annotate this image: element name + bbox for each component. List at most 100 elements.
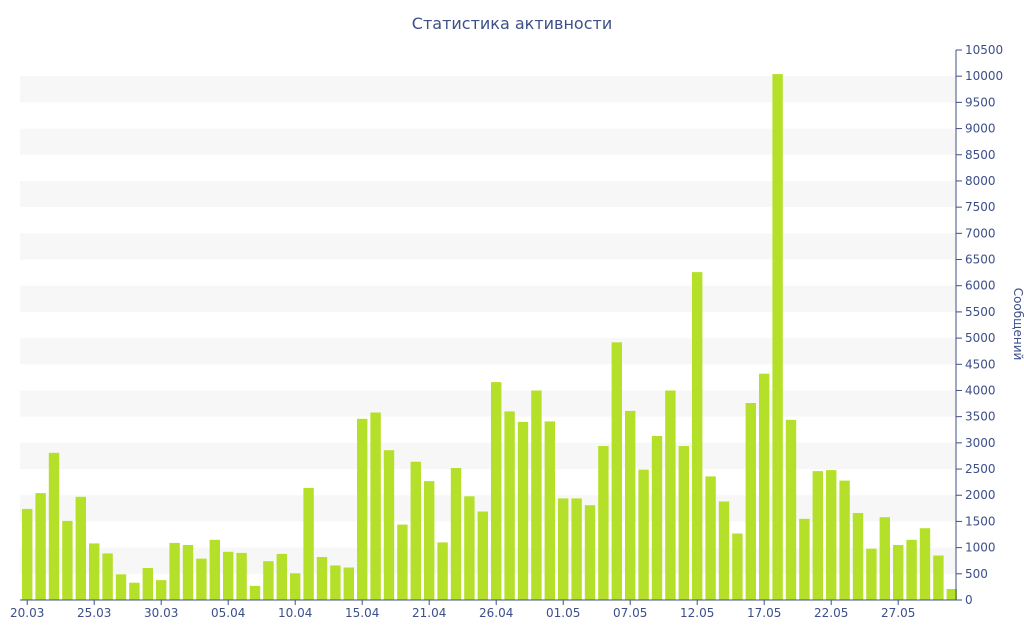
bar: [491, 382, 502, 600]
bar: [464, 496, 475, 600]
bar: [196, 558, 207, 600]
bar: [370, 412, 381, 600]
x-tick-label: 20.03: [10, 606, 44, 620]
x-tick-label: 25.03: [77, 606, 111, 620]
bar: [544, 421, 555, 600]
y-tick-label: 7000: [965, 226, 996, 240]
x-axis: 20.03 25.03 30.03 05.04 10.04 15.04 21.04 26.04…: [10, 599, 956, 620]
bar: [437, 542, 448, 600]
bar: [852, 513, 864, 600]
y-tick-label: 9500: [965, 95, 996, 109]
bar: [598, 446, 609, 600]
grid-band: [20, 128, 956, 155]
y-axis-title: Сообщений: [1011, 288, 1024, 361]
y-tick-label: 3500: [965, 410, 996, 424]
bar: [263, 561, 274, 600]
bar: [718, 501, 730, 600]
bar: [678, 446, 689, 600]
bar: [223, 551, 234, 600]
grid-band: [20, 76, 956, 103]
chart-title: Статистика активности: [411, 14, 613, 33]
bar: [893, 545, 904, 600]
bar: [303, 487, 314, 600]
bar: [249, 585, 261, 600]
bar: [812, 471, 823, 600]
bar: [169, 542, 180, 600]
bar: [745, 403, 756, 600]
bar: [142, 568, 153, 600]
y-tick-label: 9000: [965, 122, 996, 136]
bar: [799, 518, 810, 600]
bar: [129, 582, 140, 600]
y-tick-label: 4500: [965, 357, 996, 371]
bar: [785, 419, 797, 600]
bar: [35, 493, 46, 600]
bar: [504, 411, 515, 600]
bar: [330, 565, 341, 600]
y-tick-label: 500: [965, 567, 988, 581]
x-tick-label: 05.04: [211, 606, 245, 620]
y-tick-label: 3000: [965, 436, 996, 450]
bar: [102, 553, 113, 600]
bar: [531, 390, 542, 600]
bar: [276, 553, 287, 600]
bar: [62, 520, 73, 600]
bar: [517, 421, 529, 600]
bar: [316, 557, 328, 600]
bar: [826, 470, 837, 600]
y-tick-label: 2500: [965, 462, 996, 476]
bar: [665, 390, 676, 600]
bar: [906, 539, 917, 600]
x-tick-label: 27.05: [881, 606, 915, 620]
grid-bands: [20, 76, 956, 574]
x-tick-label: 15.04: [345, 606, 379, 620]
bar: [933, 555, 944, 600]
bar: [611, 342, 622, 600]
x-tick-label: 22.05: [814, 606, 848, 620]
x-tick-label: 01.05: [546, 606, 580, 620]
bar: [156, 580, 167, 600]
bar: [357, 418, 368, 600]
y-tick-label: 8500: [965, 148, 996, 162]
y-tick-label: 1000: [965, 541, 996, 555]
bar: [182, 545, 194, 600]
bar: [424, 481, 435, 600]
bar: [879, 517, 890, 600]
x-tick-label: 17.05: [747, 606, 781, 620]
x-tick-label: 26.04: [479, 606, 513, 620]
bar: [705, 476, 716, 600]
bar: [450, 468, 462, 600]
bar: [383, 450, 395, 600]
y-tick-label: 8000: [965, 174, 996, 188]
x-tick-label: 21.04: [412, 606, 446, 620]
bar: [290, 573, 301, 600]
grid-band: [20, 390, 956, 417]
bar: [89, 543, 100, 600]
x-tick-label: 10.04: [278, 606, 312, 620]
y-tick-label: 10000: [965, 69, 1003, 83]
bar: [115, 574, 127, 600]
bar: [75, 496, 86, 600]
x-tick-label: 12.05: [680, 606, 714, 620]
bar: [209, 539, 220, 600]
grid-band: [20, 233, 956, 260]
y-tick-label: 10500: [965, 43, 1003, 57]
y-axis: 0 500 1000 1500 2000 2500 3000 3500 4000 4500 5000…: [955, 43, 1003, 607]
bar: [477, 511, 488, 600]
bar: [638, 469, 649, 600]
bar: [946, 589, 957, 600]
x-tick-label: 30.03: [144, 606, 178, 620]
bar: [571, 498, 582, 600]
y-tick-label: 6000: [965, 279, 996, 293]
x-tick-label: 07.05: [613, 606, 647, 620]
y-tick-label: 4000: [965, 383, 996, 397]
bar: [759, 373, 770, 600]
bar: [343, 567, 354, 600]
bar: [866, 548, 877, 600]
bar: [584, 505, 596, 600]
y-tick-label: 7500: [965, 200, 996, 214]
grid-band: [20, 442, 956, 470]
y-tick-label: 1500: [965, 514, 996, 528]
bar: [692, 272, 703, 600]
